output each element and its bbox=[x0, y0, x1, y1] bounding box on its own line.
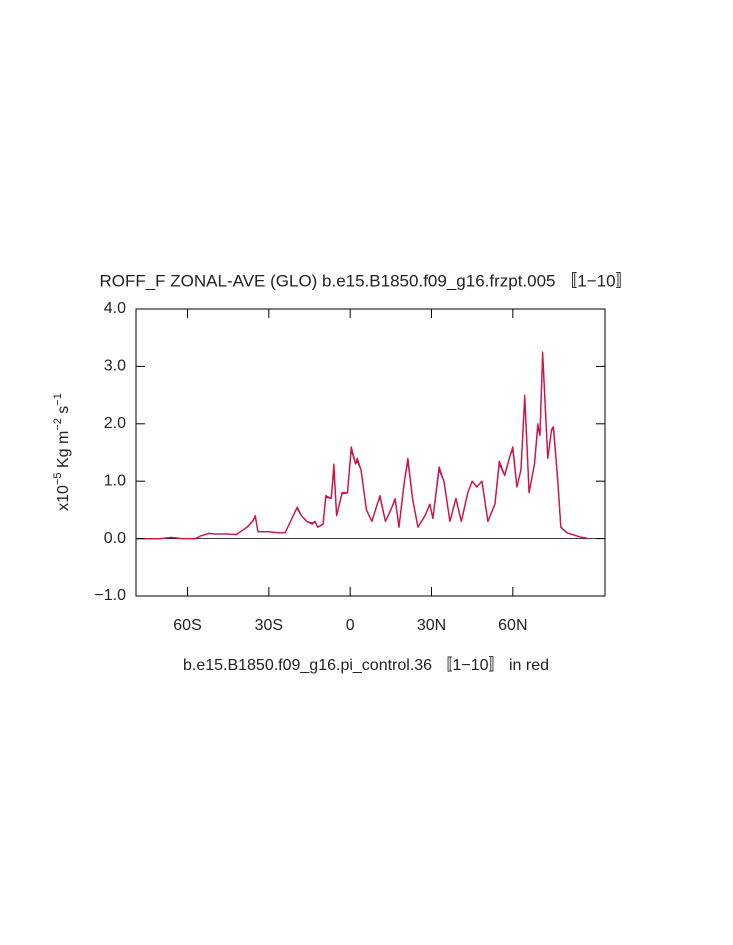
plot-frame bbox=[135, 308, 606, 597]
y-tick-label: −1.0 bbox=[94, 587, 126, 604]
y-label-sup: −2 bbox=[52, 418, 64, 431]
x-tick-label: 60S bbox=[173, 617, 201, 634]
chart-title: ROFF_F ZONAL-AVE (GLO) b.e15.B1850.f09_g… bbox=[99, 271, 632, 290]
x-tick-label: 0 bbox=[346, 617, 355, 634]
y-tick-label: 1.0 bbox=[104, 472, 126, 489]
y-tick-label: 2.0 bbox=[104, 415, 126, 432]
y-label-sup: −5 bbox=[52, 473, 64, 486]
x-tick-label: 60N bbox=[498, 617, 527, 634]
data-line bbox=[136, 354, 589, 540]
y-label-sup: −1 bbox=[52, 393, 64, 406]
x-tick-label: 30S bbox=[255, 617, 283, 634]
y-label-part: x10 bbox=[55, 485, 72, 511]
y-tick-label: 0.0 bbox=[104, 530, 126, 547]
data-line bbox=[136, 351, 589, 540]
y-tick-label: 4.0 bbox=[104, 300, 126, 317]
y-axis-label: x10−5 Kg m−2 s−1 bbox=[52, 393, 72, 511]
x-tick-label: 30N bbox=[417, 617, 446, 634]
y-label-part: s bbox=[55, 406, 72, 418]
y-tick-label: 3.0 bbox=[104, 358, 126, 375]
y-label-part: Kg m bbox=[55, 431, 72, 473]
x-axis-label: b.e15.B1850.f09_g16.pi_control.36 〚1−10〛… bbox=[183, 656, 549, 674]
